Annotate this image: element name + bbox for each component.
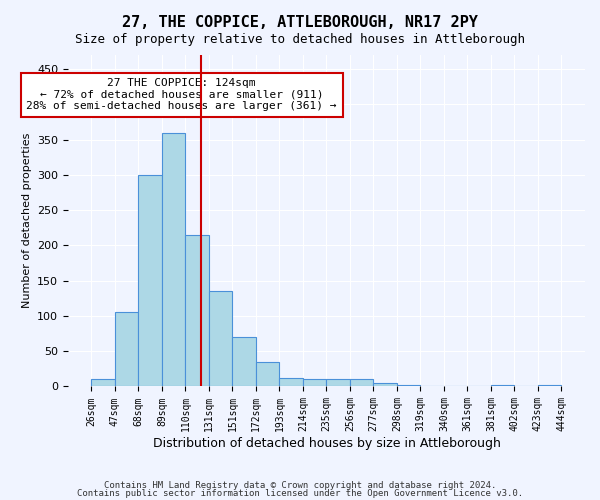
X-axis label: Distribution of detached houses by size in Attleborough: Distribution of detached houses by size …: [152, 437, 500, 450]
Bar: [373, 383, 397, 386]
Bar: [91, 380, 115, 386]
Bar: [209, 292, 232, 386]
Bar: [491, 385, 514, 386]
Bar: [162, 132, 185, 386]
Bar: [256, 362, 280, 386]
Bar: [397, 385, 421, 386]
Text: Contains public sector information licensed under the Open Government Licence v3: Contains public sector information licen…: [77, 488, 523, 498]
Bar: [538, 385, 562, 386]
Bar: [185, 235, 209, 386]
Y-axis label: Number of detached properties: Number of detached properties: [22, 133, 32, 308]
Text: Size of property relative to detached houses in Attleborough: Size of property relative to detached ho…: [75, 32, 525, 46]
Text: 27, THE COPPICE, ATTLEBOROUGH, NR17 2PY: 27, THE COPPICE, ATTLEBOROUGH, NR17 2PY: [122, 15, 478, 30]
Bar: [350, 380, 373, 386]
Bar: [115, 312, 139, 386]
Bar: [303, 380, 326, 386]
Text: Contains HM Land Registry data © Crown copyright and database right 2024.: Contains HM Land Registry data © Crown c…: [104, 481, 496, 490]
Text: 27 THE COPPICE: 124sqm
← 72% of detached houses are smaller (911)
28% of semi-de: 27 THE COPPICE: 124sqm ← 72% of detached…: [26, 78, 337, 112]
Bar: [280, 378, 303, 386]
Bar: [326, 380, 350, 386]
Bar: [232, 337, 256, 386]
Bar: [139, 175, 162, 386]
